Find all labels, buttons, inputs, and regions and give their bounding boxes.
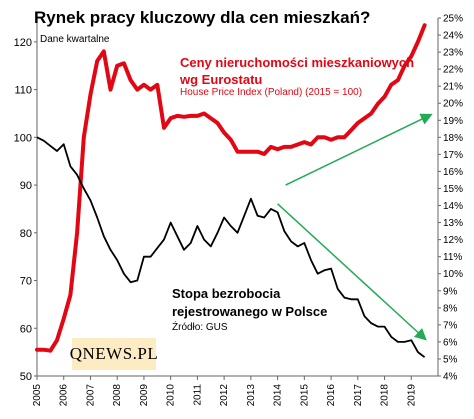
left-axis-tick-label: 120 <box>14 37 32 49</box>
right-axis-tick-label: 10% <box>443 269 463 280</box>
left-axis-tick-label: 70 <box>20 276 32 288</box>
right-axis-tick-label: 25% <box>443 14 463 25</box>
left-axis-tick-label: 90 <box>20 180 32 192</box>
right-axis-tick-label: 13% <box>443 218 463 229</box>
right-axis-tick-label: 5% <box>443 354 458 365</box>
rising-trend-arrow <box>285 113 433 186</box>
right-axis-tick-label: 17% <box>443 150 463 161</box>
chart-title: Rynek pracy kluczowy dla cen mieszkań? <box>34 8 371 27</box>
hpi-series-label-line2: wg Eurostatu <box>180 72 263 87</box>
right-axis-tick-label: 9% <box>443 286 458 297</box>
qnews-logo: QNEWS.PL <box>69 338 159 370</box>
right-axis-tick-label: 20% <box>443 99 463 110</box>
x-axis-tick-label: 2013 <box>246 384 257 407</box>
x-axis-tick-label: 2008 <box>112 384 123 407</box>
chart-subtitle: Dane kwartalne <box>40 34 110 45</box>
right-axis-tick-label: 11% <box>443 252 462 263</box>
right-axis-tick-label: 15% <box>443 184 463 195</box>
x-axis-tick-label: 2015 <box>299 384 310 407</box>
right-axis-tick-label: 24% <box>443 31 463 42</box>
left-axis-tick-label: 60 <box>20 323 32 335</box>
left-axis-tick-label: 110 <box>14 85 32 97</box>
right-axis-tick-label: 7% <box>443 320 458 331</box>
hpi-series-line <box>35 23 427 353</box>
left-axis-tick-label: 80 <box>20 228 32 240</box>
left-axis-tick-label: 50 <box>20 371 32 383</box>
falling-trend-arrow <box>277 203 427 341</box>
hpi-series-sublabel: House Price Index (Poland) (2015 = 100) <box>180 87 363 98</box>
x-axis-tick-label: 2007 <box>85 384 96 407</box>
x-axis-tick-label: 2017 <box>353 384 364 407</box>
right-axis-tick-label: 22% <box>443 65 463 76</box>
source-note: Źródło: GUS <box>172 322 228 333</box>
right-axis-tick-label: 12% <box>443 235 463 246</box>
right-axis-tick-label: 19% <box>443 116 463 127</box>
x-axis-tick-label: 2014 <box>273 384 284 407</box>
right-axis-tick-label: 14% <box>443 201 463 212</box>
x-axis-tick-label: 2012 <box>219 384 230 407</box>
hpi-series-label-line1: Ceny nieruchomości mieszkaniowych <box>180 55 415 70</box>
right-axis-tick-label: 16% <box>443 167 463 178</box>
unemployment-series-label-line2: rejestrowanego w Polsce <box>172 304 328 319</box>
unemployment-series-label-line1: Stopa bezrobocia <box>172 286 281 301</box>
x-axis-tick-label: 2006 <box>59 384 70 407</box>
x-axis-tick-label: 2009 <box>139 384 150 407</box>
x-axis-tick-label: 2010 <box>166 384 177 407</box>
x-axis-tick-label: 2005 <box>32 384 43 407</box>
unemployment-series-line <box>36 136 426 358</box>
right-axis-tick-label: 4% <box>443 372 458 383</box>
right-axis-tick-label: 8% <box>443 303 458 314</box>
right-axis-tick-label: 6% <box>443 337 458 348</box>
right-axis-tick-label: 21% <box>443 82 463 93</box>
qnews-logo-text: QNEWS.PL <box>69 344 159 363</box>
x-axis-tick-label: 2019 <box>406 384 417 407</box>
right-axis-tick-label: 23% <box>443 48 463 59</box>
right-axis-tick-label: 18% <box>443 133 463 144</box>
left-axis-tick-label: 100 <box>14 132 32 144</box>
x-axis-tick-label: 2016 <box>326 384 337 407</box>
x-axis-tick-label: 2018 <box>380 384 391 407</box>
hpi-series-label: Ceny nieruchomości mieszkaniowych wg Eur… <box>180 54 414 88</box>
x-axis-tick-label: 2011 <box>192 384 203 406</box>
unemployment-series-label: Stopa bezrobocia rejestrowanego w Polsce <box>172 285 327 321</box>
